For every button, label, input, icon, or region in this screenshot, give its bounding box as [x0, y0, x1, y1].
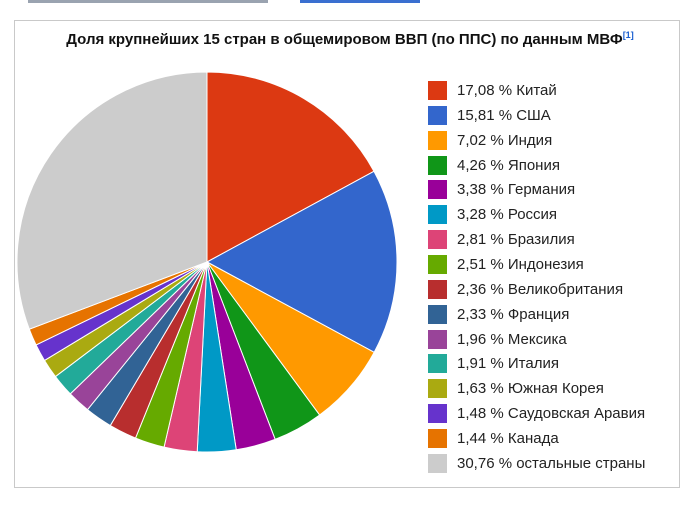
- legend-swatch: [428, 155, 447, 175]
- cropped-header-link[interactable]: [300, 0, 420, 3]
- legend-swatch: [428, 180, 447, 200]
- legend-label: 17,08 % Китай: [457, 81, 557, 99]
- legend-item: 7,02 % Индия: [428, 128, 645, 153]
- legend-label: 1,48 % Саудовская Аравия: [457, 405, 646, 423]
- chart-title: Доля крупнейших 15 стран в общемировом В…: [0, 30, 700, 48]
- legend-item: 1,96 % Мексика: [428, 327, 645, 352]
- legend-item: 1,48 % Саудовская Аравия: [428, 401, 645, 426]
- legend-item: 2,51 % Индонезия: [428, 252, 645, 277]
- legend-swatch: [428, 205, 447, 225]
- legend-label: 2,36 % Великобритания: [457, 280, 624, 298]
- pie-slice-0: [206, 71, 375, 263]
- legend-label: 3,38 % Германия: [457, 181, 576, 199]
- legend-item: 2,81 % Бразилия: [428, 227, 645, 252]
- legend-item: 15,81 % США: [428, 103, 645, 128]
- legend-swatch: [428, 230, 447, 250]
- legend-item: 30,76 % остальные страны: [428, 451, 645, 476]
- pie-slice-1: [205, 170, 398, 353]
- legend-swatch: [428, 304, 447, 324]
- legend-item: 3,38 % Германия: [428, 177, 645, 202]
- legend-item: 3,28 % Россия: [428, 202, 645, 227]
- legend-item: 1,63 % Южная Корея: [428, 376, 645, 401]
- legend-swatch: [428, 428, 447, 448]
- legend-swatch: [428, 254, 447, 274]
- legend-label: 1,91 % Италия: [457, 355, 559, 373]
- legend-label: 1,44 % Канада: [457, 429, 559, 447]
- legend-item: 4,26 % Япония: [428, 153, 645, 178]
- legend-swatch: [428, 80, 447, 100]
- legend-item: 17,08 % Китай: [428, 78, 645, 103]
- cropped-header-line: [0, 0, 700, 6]
- legend-swatch: [428, 279, 447, 299]
- legend-label: 1,96 % Мексика: [457, 330, 567, 348]
- legend-swatch: [428, 404, 447, 424]
- legend-item: 1,91 % Италия: [428, 351, 645, 376]
- legend-item: 2,36 % Великобритания: [428, 277, 645, 302]
- legend-swatch: [428, 130, 447, 150]
- legend-swatch: [428, 379, 447, 399]
- legend-swatch: [428, 329, 447, 349]
- legend-swatch: [428, 453, 447, 473]
- legend-label: 3,28 % Россия: [457, 206, 558, 224]
- legend-label: 7,02 % Индия: [457, 131, 553, 149]
- legend-label: 1,63 % Южная Корея: [457, 380, 604, 398]
- legend-swatch: [428, 354, 447, 374]
- legend-label: 2,33 % Франция: [457, 305, 570, 323]
- chart-legend: 17,08 % Китай 15,81 % США 7,02 % Индия 4,26…: [428, 78, 645, 476]
- legend-label: 4,26 % Япония: [457, 156, 560, 174]
- legend-item: 1,44 % Канада: [428, 426, 645, 451]
- legend-label: 2,81 % Бразилия: [457, 231, 575, 249]
- chart-title-reference-link[interactable]: [1]: [622, 30, 634, 40]
- legend-swatch: [428, 105, 447, 125]
- cropped-header-text: [28, 0, 268, 3]
- legend-label: 15,81 % США: [457, 106, 551, 124]
- pie-slice-15: [16, 71, 208, 330]
- chart-title-text: Доля крупнейших 15 стран в общемировом В…: [66, 31, 623, 48]
- legend-label: 2,51 % Индонезия: [457, 255, 584, 273]
- legend-label: 30,76 % остальные страны: [457, 454, 646, 472]
- legend-item: 2,33 % Франция: [428, 302, 645, 327]
